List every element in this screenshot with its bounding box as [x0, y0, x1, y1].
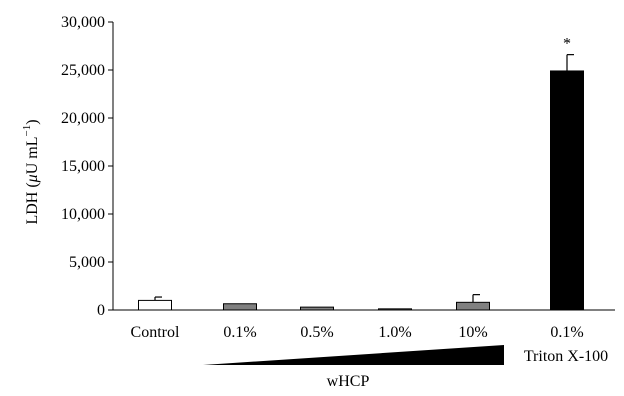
category-labels: Control 0.1% 0.5% 1.0% 10% 0.1%	[131, 324, 584, 341]
bar	[300, 306, 334, 311]
y-axis: 0 5,000 10,000 15,000 20,000 25,000 30,000	[61, 14, 615, 319]
y-tick-label: 15,000	[61, 158, 105, 175]
y-tick-label: 25,000	[61, 62, 105, 79]
y-tick-label: 30,000	[61, 14, 105, 31]
y-tick-label: 0	[97, 302, 105, 319]
bars: *	[138, 36, 584, 311]
category-label: 10%	[458, 324, 487, 341]
category-label: 0.1%	[223, 324, 256, 341]
category-label: Control	[131, 324, 180, 341]
y-tick-label: 10,000	[61, 206, 105, 223]
ylabel-close: )	[24, 119, 41, 124]
category-label: 0.5%	[300, 324, 333, 341]
wHCP-concentration-wedge	[203, 345, 504, 365]
wedge-label: wHCP	[327, 373, 370, 390]
triton-label: Triton X-100	[524, 348, 608, 365]
significance-annotation: *	[563, 36, 571, 53]
category-label: 1.0%	[378, 324, 411, 341]
ylabel-exp: −1	[21, 125, 33, 137]
ylabel-unit: U mL	[24, 137, 41, 175]
y-tick-label: 20,000	[61, 110, 105, 127]
bar	[456, 301, 490, 311]
y-axis-title: LDH (μU mL−1)	[21, 119, 41, 224]
bar	[138, 299, 172, 311]
category-label: 0.1%	[550, 324, 583, 341]
ylabel-mu: μ	[24, 174, 41, 183]
bar	[378, 308, 412, 311]
bar	[223, 303, 257, 311]
bar	[550, 70, 584, 311]
y-tick-label: 5,000	[69, 254, 105, 271]
ylabel-text: LDH (	[24, 182, 41, 224]
